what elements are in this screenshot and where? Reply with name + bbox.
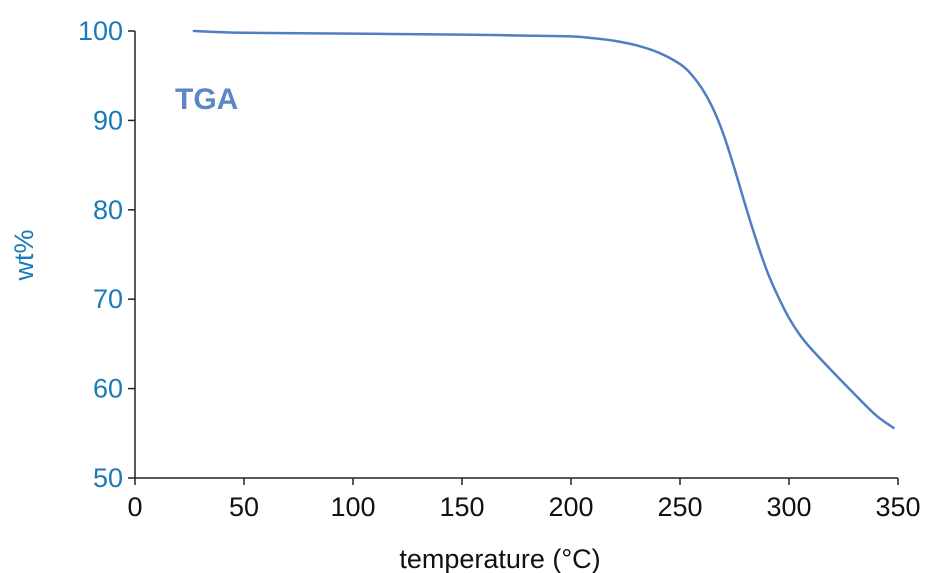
x-axis-label: temperature (°C) [399,544,600,573]
y-tick-label: 90 [93,105,123,135]
tga-annotation: TGA [175,83,238,116]
y-tick-label: 50 [93,463,123,493]
y-tick-marks [128,30,135,479]
x-tick-label: 200 [548,492,593,522]
tga-series-line [192,29,895,430]
x-tick-labels: 0 50 100 150 200 250 300 350 [127,492,920,522]
x-tick-label: 100 [330,492,375,522]
x-tick-label: 50 [229,492,259,522]
x-tick-label: 0 [127,492,142,522]
y-tick-label: 100 [78,16,123,46]
y-tick-label: 70 [93,284,123,314]
y-axis-label: wt% [9,229,39,281]
x-tick-label: 250 [657,492,702,522]
x-tick-marks [134,478,899,485]
series-group [192,29,895,430]
x-tick-label: 300 [766,492,811,522]
x-tick-label: 350 [875,492,920,522]
y-tick-label: 60 [93,374,123,404]
x-tick-label: 150 [439,492,484,522]
y-tick-label: 80 [93,195,123,225]
y-tick-labels: 50 60 70 80 90 100 [78,16,123,493]
